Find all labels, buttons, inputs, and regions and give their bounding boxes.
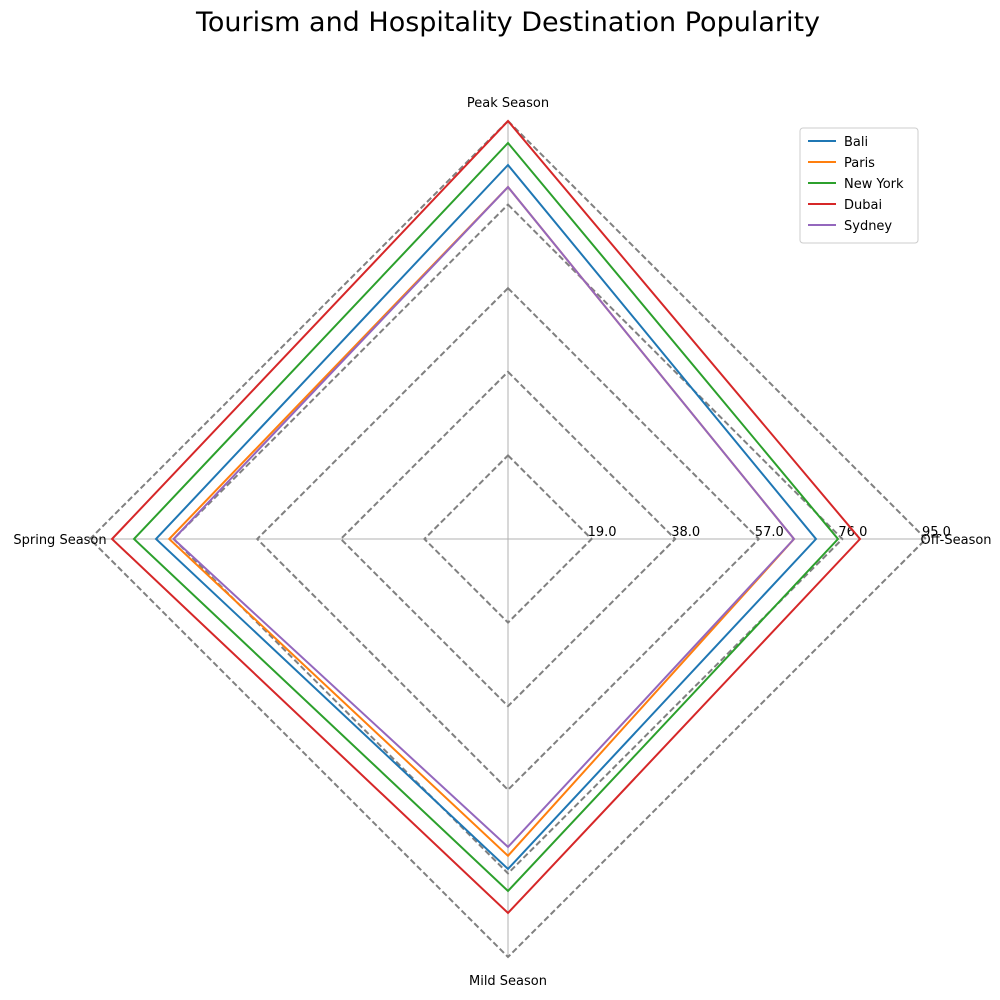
gridline-polygon — [88, 119, 928, 959]
series-line — [154, 163, 818, 871]
radial-tick-labels: 19.0 38.0 57.0 76.0 95.0 — [588, 525, 951, 540]
legend-label: New York — [844, 177, 904, 192]
radial-tick-label: 19.0 — [588, 525, 617, 540]
gridline-polygon — [339, 370, 677, 708]
series-line — [172, 185, 796, 849]
radial-tick-label: 38.0 — [671, 525, 700, 540]
legend-box — [799, 127, 919, 244]
axis-label: Off-Season — [920, 533, 991, 548]
gridline-polygon — [172, 203, 844, 875]
legend-label: Paris — [844, 156, 875, 171]
gridline-polygon — [255, 286, 761, 792]
series-line — [110, 119, 862, 915]
legend-label: Sydney — [844, 219, 892, 234]
legend-label: Bali — [844, 135, 868, 150]
data-series — [110, 119, 862, 915]
radial-tick-label: 76.0 — [838, 525, 867, 540]
axis-label: Spring Season — [13, 533, 106, 548]
series-line — [167, 185, 796, 858]
legend: Bali Paris New York Dubai Sydney — [799, 127, 919, 244]
radial-gridlines — [88, 119, 928, 959]
gridline-polygon — [422, 453, 594, 625]
radial-tick-label: 57.0 — [755, 525, 784, 540]
radial-spokes — [90, 121, 926, 957]
axis-label: Mild Season — [469, 974, 547, 989]
axis-labels: Peak Season Off-Season Mild Season Spring S… — [13, 96, 991, 989]
series-line — [132, 141, 840, 893]
radial-tick-label: 95.0 — [922, 525, 951, 540]
axis-label: Peak Season — [467, 96, 549, 111]
chart-title: Tourism and Hospitality Destination Popu… — [195, 7, 820, 38]
legend-label: Dubai — [844, 198, 882, 213]
